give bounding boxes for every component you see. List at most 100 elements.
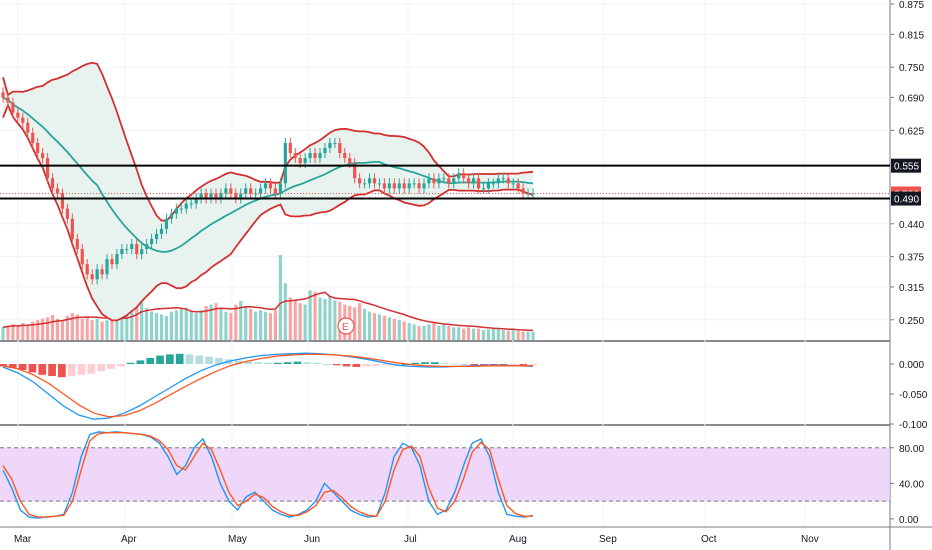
volume-bar xyxy=(16,326,20,340)
volume-bar xyxy=(437,325,441,340)
time-axis[interactable]: Mar Apr May Jun Jul Aug Sep Oct Nov xyxy=(0,526,932,545)
volume-bar xyxy=(70,313,74,340)
y-tick-label: 0.440 xyxy=(899,220,924,231)
volume-bar xyxy=(224,311,228,340)
volume-bar xyxy=(333,300,337,340)
volume-bar xyxy=(174,310,178,340)
volume-bar xyxy=(467,327,471,340)
candle-body xyxy=(194,198,198,204)
candle-body xyxy=(506,178,510,184)
candle-body xyxy=(90,274,94,280)
volume-bar xyxy=(80,318,84,340)
volume-bar xyxy=(412,324,416,340)
candle-body xyxy=(100,269,104,275)
candle-body xyxy=(496,178,500,184)
volume-bar xyxy=(11,324,15,340)
volume-bar xyxy=(21,323,25,340)
volume-bar xyxy=(392,318,396,340)
volume-bar xyxy=(85,317,89,340)
candle-body xyxy=(229,188,233,194)
candle-body xyxy=(323,148,327,154)
volume-bar xyxy=(313,291,317,340)
candle-body xyxy=(278,183,282,194)
candle-body xyxy=(125,249,129,251)
volume-bar xyxy=(100,321,104,340)
candle-body xyxy=(115,254,119,265)
volume-bar xyxy=(273,310,278,340)
volume-bar xyxy=(486,329,491,340)
volume-bar xyxy=(36,320,40,340)
candle-body xyxy=(467,178,471,184)
candle-body xyxy=(268,183,273,189)
macd-panel[interactable] xyxy=(0,352,537,420)
macd-histogram-bar xyxy=(18,364,27,370)
earnings-marker-label: E xyxy=(342,322,349,333)
y-tick-label: 0.250 xyxy=(899,316,924,327)
volume-bar xyxy=(402,321,406,340)
price-label-box xyxy=(891,191,921,206)
volume-bar xyxy=(254,311,258,340)
candle-body xyxy=(348,158,352,164)
volume-bar xyxy=(283,283,287,340)
grid xyxy=(0,0,891,550)
volume-bar xyxy=(358,303,362,340)
volume-bar xyxy=(397,320,401,340)
volume-bar xyxy=(476,328,481,340)
macd-histogram-bar xyxy=(362,364,371,367)
candle-body xyxy=(486,183,491,189)
macd-histogram-bar xyxy=(460,364,469,365)
candle-body xyxy=(60,193,65,209)
x-tick-label: Nov xyxy=(801,534,819,545)
volume-bar xyxy=(164,315,169,340)
candle-body xyxy=(288,142,292,154)
x-tick-label: May xyxy=(228,534,247,545)
macd-histogram-bar xyxy=(323,364,331,365)
candle-body xyxy=(36,142,40,154)
bollinger-upper xyxy=(2,61,534,222)
candle-body xyxy=(164,218,169,229)
macd-histogram-bar xyxy=(293,361,302,364)
price-axis[interactable]: 0.875 0.815 0.750 0.690 0.625 0.440 0.375 0.315… xyxy=(890,0,928,526)
candle-body xyxy=(392,183,396,189)
candle-body xyxy=(417,183,421,189)
candle-body xyxy=(199,193,203,199)
macd-histogram-bar xyxy=(107,364,115,369)
price-label: 0.555 xyxy=(894,162,919,173)
volume-bar xyxy=(308,290,312,340)
candle-body xyxy=(362,183,367,185)
volume-bar xyxy=(214,303,218,340)
y-tick-label: -0.050 xyxy=(899,390,928,401)
stochastic-panel[interactable] xyxy=(0,431,890,519)
candle-body xyxy=(303,158,307,164)
macd-signal-line xyxy=(2,353,533,418)
macd-histogram-bar xyxy=(283,362,292,364)
x-tick-label: Jun xyxy=(304,534,320,545)
volume-bar xyxy=(387,317,391,340)
macd-histogram-bar xyxy=(38,364,47,375)
macd-histogram-bar xyxy=(273,362,282,364)
volume-bar xyxy=(422,325,426,340)
volume-bar xyxy=(209,304,213,340)
candle-body xyxy=(110,259,114,265)
macd-histogram-bar xyxy=(8,364,17,368)
macd-histogram-bar xyxy=(146,358,155,364)
volume-bar xyxy=(417,325,421,340)
candle-body xyxy=(511,183,515,185)
candle-body xyxy=(120,249,124,255)
price-panel[interactable]: E xyxy=(0,61,890,340)
candle-body xyxy=(234,193,238,199)
macd-histogram-bar xyxy=(136,360,145,364)
candle-body xyxy=(491,183,495,185)
volume-bar xyxy=(120,315,124,340)
volume-bar xyxy=(244,306,248,340)
candle-body xyxy=(239,193,243,199)
candle-body xyxy=(318,153,322,159)
volume-bar xyxy=(65,315,69,340)
volume-bar xyxy=(145,308,149,340)
volume-bar xyxy=(115,317,119,340)
candle-body xyxy=(70,218,74,239)
candle-body xyxy=(105,259,109,275)
macd-histogram-bar xyxy=(303,362,312,364)
y-tick-label: 0.750 xyxy=(899,63,924,74)
